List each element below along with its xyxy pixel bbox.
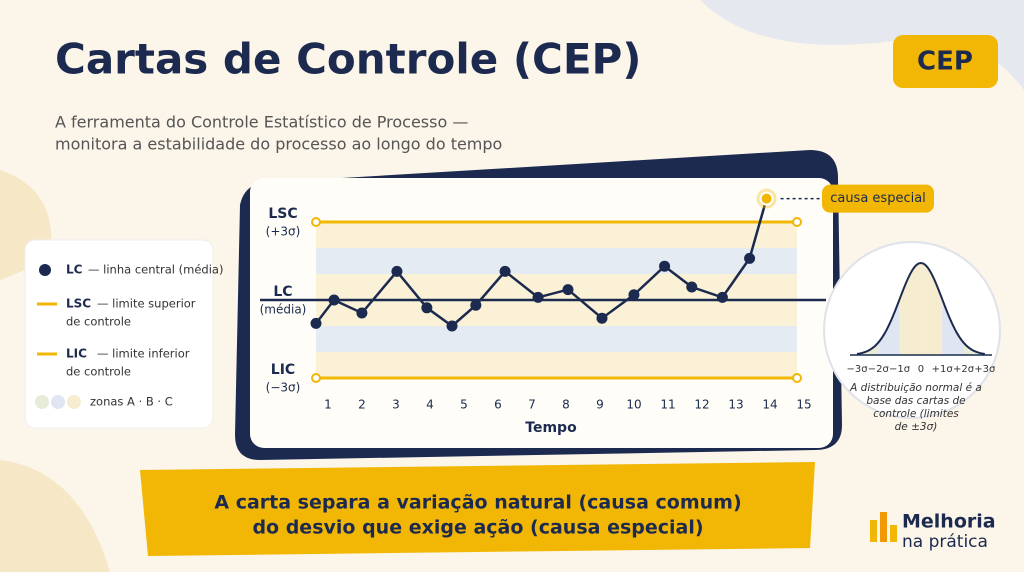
normal-label: 0 [918,364,924,375]
subtitle: monitora a estabilidade do processo ao l… [55,135,502,154]
limit-note: (média) [260,303,307,317]
callout-box [822,184,934,213]
limit-name: LSC [268,206,297,222]
normal-label: −2σ [868,364,890,375]
normal-label: +1σ [932,364,954,375]
brand: Melhoria [902,511,996,533]
normal-caption: base das cartas de [866,395,965,407]
x-tick-label: 9 [596,398,604,412]
x-tick-label: 12 [694,398,709,412]
zone [316,222,797,248]
x-tick-label: 6 [494,398,502,412]
point [628,289,640,301]
annotation: causa especial [830,191,926,206]
zone [316,248,797,274]
limit-end [792,217,802,227]
point [470,299,482,311]
zone [316,300,797,326]
normal-band [963,342,985,355]
badge: CEP [917,47,973,77]
legend-key: LIC [66,347,87,361]
blob [700,0,1024,90]
point [562,284,574,296]
legend-card [24,239,214,429]
legend-symbol [35,395,49,409]
legend-key: LC [66,263,83,277]
point [596,312,608,324]
x-tick-label: 13 [728,398,743,412]
banner-text: A carta separa a variação natural (causa… [214,492,741,514]
x-tick-label: 7 [528,398,536,412]
legend-symbol [51,395,65,409]
x-axis-label: Tempo [525,420,577,436]
limit-note: (+3σ) [266,225,301,239]
point [421,302,433,314]
point [328,294,340,306]
point [716,291,728,303]
limit-name: LIC [271,362,295,378]
x-tick-label: 15 [796,398,811,412]
x-tick-label: 8 [562,398,570,412]
point [744,252,756,264]
legend-text: zonas A · B · C [90,395,173,409]
x-tick-label: 2 [358,398,366,412]
banner [140,462,815,556]
legend-text: de controle [66,365,131,379]
legend-text: — linha central (média) [88,263,223,277]
normal-caption: controle (limites [873,408,959,420]
legend-key: LSC [66,297,91,311]
legend-text: — limite inferior [97,347,190,361]
normal-label: +3σ [974,364,996,375]
point [391,265,403,277]
point [446,320,458,332]
x-tick-label: 11 [660,398,675,412]
special-point [759,191,774,206]
x-tick-label: 1 [324,398,332,412]
legend-symbol [67,395,81,409]
x-tick-label: 4 [426,398,434,412]
limit-end [792,373,802,383]
point [356,307,368,319]
normal-caption: A distribuição normal é a [849,382,982,394]
point [659,260,671,272]
logo-icon [870,512,897,542]
point [310,317,322,329]
legend-symbol [39,264,51,276]
normal-curve [856,261,985,355]
banner-text: do desvio que exige ação (causa especial… [252,517,703,539]
normal-label: −3σ [846,364,868,375]
point [532,291,544,303]
point [499,265,511,277]
normal-band [857,342,879,355]
limit-end [311,217,321,227]
zone [316,326,797,352]
legend-text: — limite superior [97,297,196,311]
legend-text: de controle [66,315,131,329]
normal-label: +2σ [953,364,975,375]
x-tick-label: 5 [460,398,468,412]
zone [316,352,797,378]
limit-end [311,373,321,383]
title: Cartas de Controle (CEP) [55,35,642,84]
x-tick-label: 3 [392,398,400,412]
normal-caption: de ±3σ) [895,421,938,433]
point [686,281,698,293]
badge-box [893,35,998,88]
limit-name: LC [273,284,292,300]
brand: na prática [902,532,988,552]
normal-label: −1σ [889,364,911,375]
limit-note: (−3σ) [266,381,301,395]
subtitle: A ferramenta do Controle Estatístico de … [55,113,468,132]
x-tick-label: 14 [762,398,777,412]
blob [0,460,110,572]
x-tick-label: 10 [626,398,641,412]
